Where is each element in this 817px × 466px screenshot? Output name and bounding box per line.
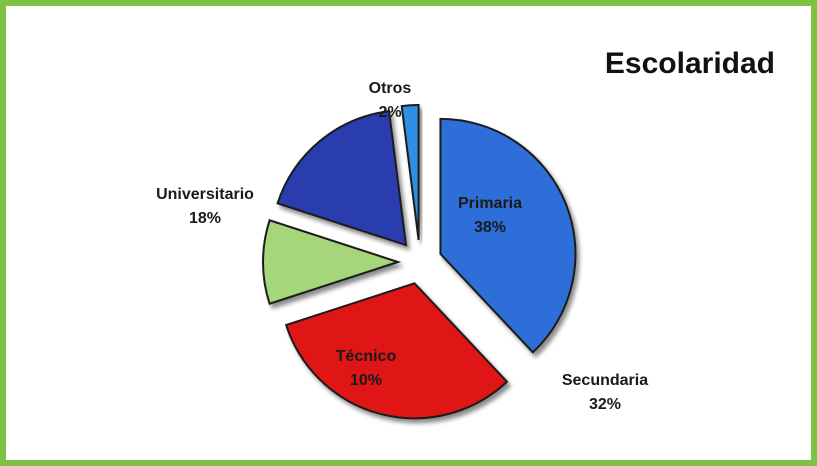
slice-label: Secundaria	[562, 372, 648, 389]
pie-slice	[400, 104, 420, 241]
slice-value-label: 18%	[189, 210, 221, 227]
pie-slice	[262, 219, 402, 305]
pie-slice	[284, 282, 509, 420]
slice-label: Universitario	[156, 186, 254, 203]
slice-label: Otros	[369, 80, 412, 97]
slice-value-label: 10%	[350, 372, 382, 389]
chart-title: Escolaridad	[605, 47, 775, 80]
pie-slice	[439, 117, 577, 354]
slice-label: Primaria	[458, 195, 522, 212]
slice-label: Técnico	[336, 348, 397, 365]
slice-value-label: 38%	[474, 219, 506, 236]
pie-slice	[276, 109, 408, 247]
slice-value-label: 2%	[378, 104, 401, 121]
slice-value-label: 32%	[589, 396, 621, 413]
